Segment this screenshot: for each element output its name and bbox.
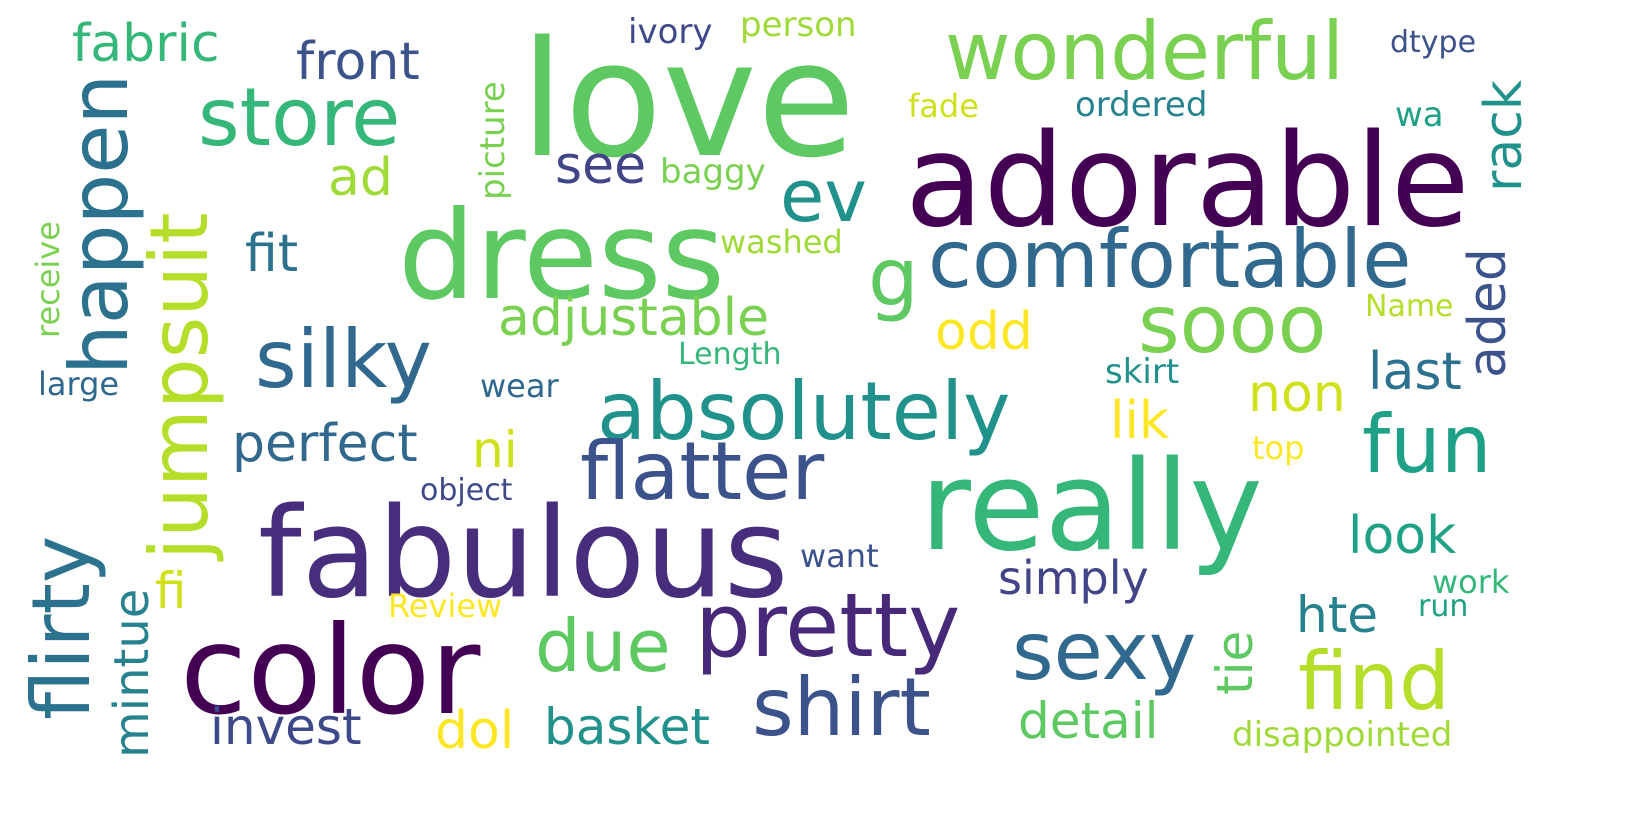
word-fi: fi: [155, 562, 187, 620]
word-love: love: [520, 6, 856, 193]
word-sooo: sooo: [1138, 278, 1327, 371]
word-hte: hte: [1296, 586, 1379, 644]
word-flirty: flirty: [15, 535, 108, 720]
word-detail: detail: [1018, 692, 1159, 750]
word-lik: lik: [1110, 391, 1170, 451]
word-absolutely: absolutely: [597, 365, 1011, 458]
word-comfortable: comfortable: [928, 213, 1412, 306]
word-dtype: dtype: [1390, 25, 1477, 60]
word-picture: picture: [473, 81, 513, 200]
word-store: store: [198, 71, 401, 164]
word-object: object: [420, 473, 513, 508]
word-last: last: [1368, 342, 1462, 402]
word-ad: ad: [328, 148, 393, 208]
word-pretty: pretty: [695, 574, 961, 677]
word-find: find: [1298, 635, 1450, 728]
word-receive: receive: [29, 221, 67, 338]
word-aded: aded: [1458, 248, 1518, 378]
word-due: due: [535, 604, 671, 688]
word-front: front: [296, 32, 420, 92]
word-odd: odd: [935, 302, 1033, 362]
word-happen: happen: [53, 73, 146, 375]
word-tie: tie: [1206, 630, 1264, 695]
word-basket: basket: [544, 698, 710, 756]
word-skirt: skirt: [1105, 352, 1180, 392]
word-wonderful: wonderful: [945, 5, 1345, 98]
word-disappointed: disappointed: [1232, 715, 1453, 755]
word-really: really: [920, 435, 1263, 579]
word-mintue: mintue: [104, 588, 160, 758]
word-color: color: [180, 600, 481, 742]
word-jumpsuit: jumpsuit: [133, 212, 226, 560]
word-adjustable: adjustable: [498, 288, 770, 348]
word-person: person: [740, 5, 857, 45]
word-invest: invest: [210, 698, 362, 756]
word-wear: wear: [480, 367, 559, 405]
word-silky: silky: [255, 313, 432, 406]
word-baggy: baggy: [660, 152, 766, 192]
word-want: want: [800, 537, 879, 575]
word-non: non: [1248, 364, 1346, 424]
word-rack: rack: [1474, 80, 1534, 192]
word-wa: wa: [1395, 95, 1444, 135]
word-washed: washed: [720, 223, 843, 261]
word-run: run: [1418, 589, 1469, 624]
word-fabulous: fabulous: [258, 482, 789, 626]
word-adorable: adorable: [905, 107, 1470, 256]
word-ev: ev: [780, 154, 867, 238]
word-sexy: sexy: [1012, 605, 1197, 698]
word-fade: fade: [908, 87, 979, 125]
word-ordered: ordered: [1075, 85, 1208, 125]
word-shirt: shirt: [752, 661, 931, 754]
word-simply: simply: [998, 551, 1149, 605]
word-Review: Review: [388, 587, 503, 625]
word-work: work: [1432, 563, 1510, 601]
word-look: look: [1348, 506, 1457, 566]
word-large: large: [38, 365, 120, 403]
word-fit: fit: [245, 224, 299, 284]
word-Name: Name: [1365, 289, 1454, 324]
word-Length: Length: [678, 337, 782, 372]
word-dol: dol: [435, 701, 515, 761]
word-ivory: ivory: [628, 12, 713, 52]
word-perfect: perfect: [232, 414, 418, 474]
word-g: g: [868, 231, 919, 324]
word-dress: dress: [398, 185, 726, 327]
word-fun: fun: [1362, 398, 1492, 491]
word-fabric: fabric: [72, 14, 220, 74]
word-flatter: flatter: [580, 425, 825, 518]
word-see: see: [555, 136, 647, 196]
word-ni: ni: [472, 421, 518, 479]
word-top: top: [1252, 429, 1305, 467]
